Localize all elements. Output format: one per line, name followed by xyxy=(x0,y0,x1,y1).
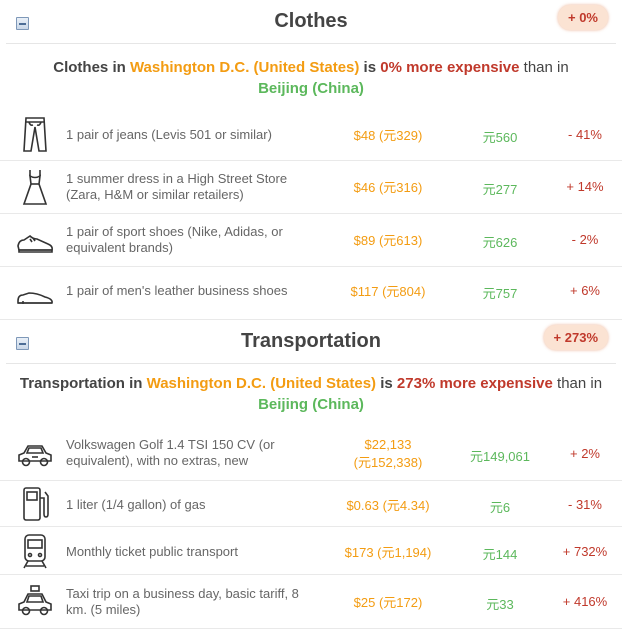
item-label: 1 pair of jeans (Levis 501 or similar) xyxy=(66,127,272,142)
price-diff: - 2% xyxy=(571,232,599,247)
price-local: 元757 xyxy=(482,286,518,301)
price-diff: + 2% xyxy=(570,446,600,461)
train-icon xyxy=(15,531,55,571)
clothes-section: Clothes + 0% Clothes in Washington D.C. … xyxy=(0,0,622,320)
table-row: 1 pair of sport shoes (Nike, Adidas, or … xyxy=(0,214,622,267)
base-city-link[interactable]: Beijing (China) xyxy=(258,396,364,413)
city-link[interactable]: Washington D.C. (United States) xyxy=(146,375,377,392)
table-row: 1 pair of jeans (Levis 501 or similar) $… xyxy=(0,108,622,161)
difference-badge: + 273% xyxy=(543,325,608,350)
price-us: $46 (元316) xyxy=(353,180,423,195)
price-local: 元144 xyxy=(482,547,518,562)
table-row: Volkswagen Golf 1.4 TSI 150 CV (or equiv… xyxy=(0,427,622,481)
transportation-section: Transportation + 273% Transportation in … xyxy=(0,320,622,633)
price-us: $117 (元804) xyxy=(350,284,426,299)
collapse-icon[interactable] xyxy=(16,17,29,30)
price-us: $22,133 (元152,338) xyxy=(353,437,423,470)
item-label: 1 pair of sport shoes (Nike, Adidas, or … xyxy=(66,224,283,255)
table-row: Taxi trip on a business day, basic tarif… xyxy=(0,575,622,629)
price-diff: - 41% xyxy=(568,127,602,142)
dress-icon xyxy=(15,167,55,207)
gas-pump-icon xyxy=(15,484,55,524)
price-diff: - 31% xyxy=(568,497,602,512)
price-us: $48 (元329) xyxy=(353,128,423,143)
clothes-header: Clothes + 0% xyxy=(6,0,616,44)
price-local: 元33 xyxy=(486,597,514,612)
price-local: 元277 xyxy=(482,182,518,197)
collapse-icon[interactable] xyxy=(16,337,29,350)
item-label: 1 pair of men's leather business shoes xyxy=(66,283,288,298)
item-label: Volkswagen Golf 1.4 TSI 150 CV (or equiv… xyxy=(66,437,275,468)
comparison-summary: Clothes in Washington D.C. (United State… xyxy=(53,59,569,97)
transportation-header: Transportation + 273% xyxy=(6,320,616,364)
table-row: 1 pair of men's leather business shoes $… xyxy=(0,267,622,320)
percent-text: 273% more expensive xyxy=(396,375,553,392)
price-local: 元6 xyxy=(489,500,511,515)
item-label: Taxi trip on a business day, basic tarif… xyxy=(66,586,299,617)
price-diff: + 14% xyxy=(566,179,604,194)
section-title: Clothes xyxy=(274,10,348,32)
city-link[interactable]: Washington D.C. (United States) xyxy=(129,59,360,76)
table-row: 1 liter (1/4 gallon) of gas $0.63 (元4.34… xyxy=(0,481,622,527)
table-row: Monthly ticket public transport $173 (元1… xyxy=(0,527,622,575)
price-diff: + 416% xyxy=(562,594,608,609)
price-us: $25 (元172) xyxy=(353,595,423,610)
price-local: 元149,061 xyxy=(470,449,530,464)
price-us: $173 (元1,194) xyxy=(344,545,432,560)
item-label: 1 summer dress in a High Street Store (Z… xyxy=(66,171,288,202)
percent-text: 0% more expensive xyxy=(380,59,520,76)
price-diff: + 6% xyxy=(570,283,600,298)
jeans-icon xyxy=(15,114,55,154)
difference-badge: + 0% xyxy=(558,5,608,30)
price-local: 元626 xyxy=(482,235,518,250)
price-diff: + 732% xyxy=(562,544,608,559)
sport-shoe-icon xyxy=(15,220,55,260)
item-label: Monthly ticket public transport xyxy=(66,544,238,559)
table-row: 1 summer dress in a High Street Store (Z… xyxy=(0,161,622,214)
comparison-summary: Transportation in Washington D.C. (Unite… xyxy=(19,375,603,413)
price-us: $89 (元613) xyxy=(353,233,423,248)
leather-shoe-icon xyxy=(15,273,55,313)
base-city-link[interactable]: Beijing (China) xyxy=(258,80,364,97)
price-us: $0.63 (元4.34) xyxy=(346,498,430,513)
taxi-icon xyxy=(15,581,55,621)
car-icon xyxy=(15,435,55,475)
price-local: 元560 xyxy=(482,130,518,145)
section-title: Transportation xyxy=(240,330,381,352)
item-label: 1 liter (1/4 gallon) of gas xyxy=(66,497,206,512)
